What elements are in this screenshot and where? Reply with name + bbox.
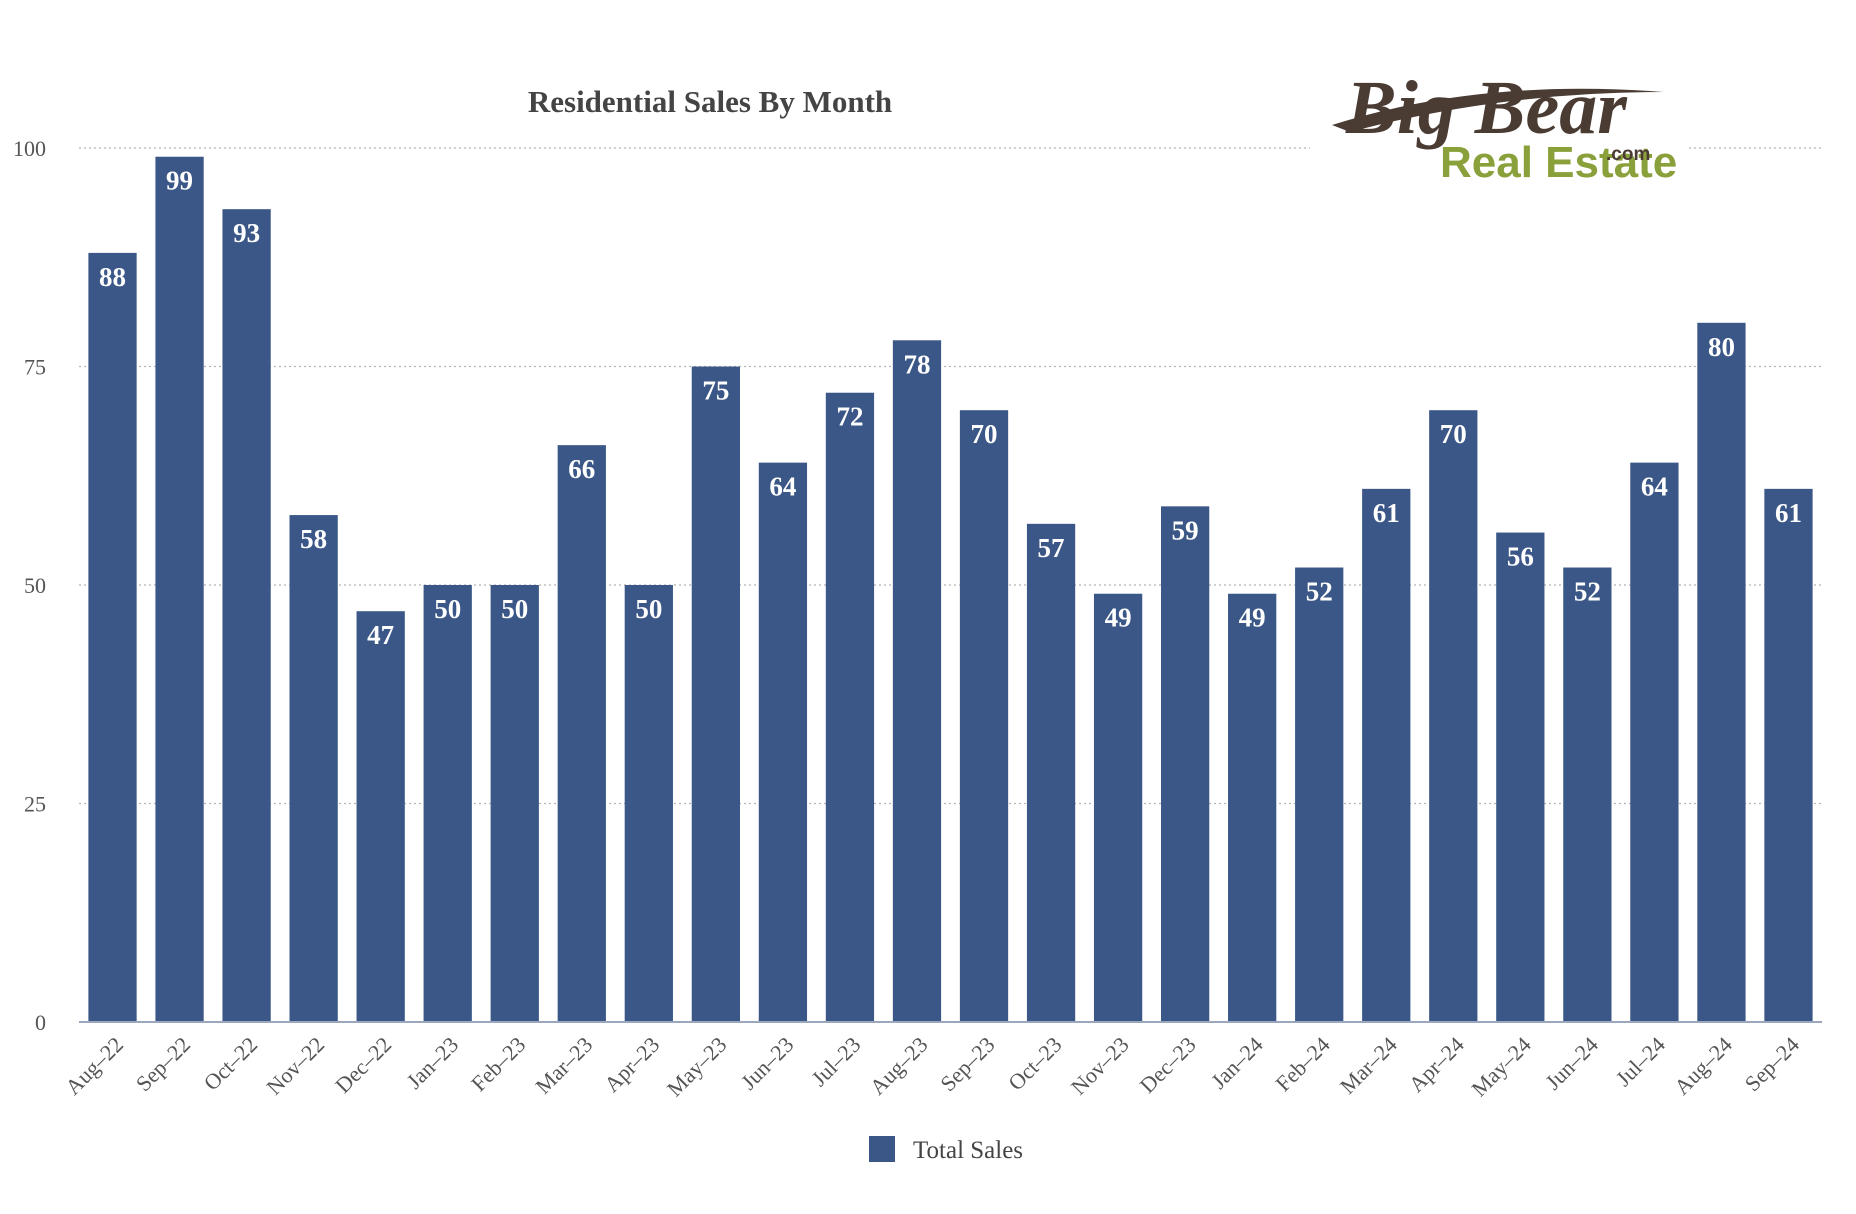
bar <box>691 366 740 1022</box>
x-tick-label: Oct–23 <box>1003 1032 1066 1095</box>
data-label: 78 <box>903 349 930 379</box>
data-label: 52 <box>1306 577 1333 607</box>
chart-title: Residential Sales By Month <box>528 84 892 119</box>
data-label: 72 <box>836 402 863 432</box>
data-label: 70 <box>971 419 998 449</box>
x-tick-label: Apr–23 <box>599 1032 664 1097</box>
bar <box>1764 488 1813 1022</box>
data-label: 49 <box>1105 603 1132 633</box>
x-tick-label: Jan–23 <box>401 1032 463 1094</box>
data-label: 80 <box>1708 332 1735 362</box>
data-label: 64 <box>769 472 796 502</box>
data-labels: 88 99 93 58 47 50 50 66 50 75 64 72 78 70 57 49 59 49 52 61… <box>99 166 1802 650</box>
data-label: 64 <box>1641 472 1668 502</box>
bar <box>1496 532 1545 1022</box>
x-tick-label: Dec–23 <box>1135 1032 1201 1098</box>
x-tick-label: Aug–22 <box>60 1032 128 1100</box>
x-axis-ticks: Aug–22 Sep–22 Oct–22 Nov–22 Dec–22 Jan–23 Feb–… <box>60 1032 1804 1102</box>
data-label: 99 <box>166 166 193 196</box>
x-tick-label: Jun–23 <box>736 1032 799 1095</box>
data-label: 70 <box>1440 419 1467 449</box>
data-label: 75 <box>702 376 729 406</box>
bar <box>758 462 808 1022</box>
bar <box>423 585 472 1022</box>
bar <box>222 209 271 1022</box>
y-tick-label: 25 <box>24 792 46 817</box>
x-tick-label: Jun–24 <box>1540 1032 1603 1095</box>
bar <box>1697 322 1746 1022</box>
bar <box>825 392 875 1023</box>
data-label: 50 <box>434 594 461 624</box>
x-tick-label: Mar–23 <box>530 1032 597 1099</box>
x-tick-label: Jan–24 <box>1206 1032 1268 1094</box>
x-tick-label: Apr–24 <box>1404 1032 1469 1097</box>
y-axis-ticks: 0 25 50 75 100 <box>13 136 46 1035</box>
x-tick-label: Nov–23 <box>1066 1032 1134 1100</box>
bar <box>1026 523 1076 1022</box>
data-label: 50 <box>635 594 662 624</box>
bar <box>1630 462 1679 1022</box>
bars <box>88 156 1813 1023</box>
x-tick-label: Aug–23 <box>865 1032 933 1100</box>
data-label: 50 <box>501 594 528 624</box>
bar <box>88 252 137 1022</box>
logo: Big Bear Real Estate .com <box>1310 66 1688 187</box>
data-label: 56 <box>1507 542 1534 572</box>
legend: Total Sales <box>869 1136 1023 1164</box>
x-tick-label: Aug–24 <box>1669 1032 1737 1100</box>
logo-text-line2: Real Estate <box>1440 138 1677 187</box>
legend-swatch <box>869 1136 895 1162</box>
bar <box>557 445 606 1022</box>
data-label: 47 <box>367 620 394 650</box>
data-label: 61 <box>1373 498 1400 528</box>
bar <box>892 340 942 1022</box>
x-tick-label: Mar–24 <box>1335 1032 1402 1099</box>
bar <box>289 515 338 1022</box>
logo-text-suffix: .com <box>1606 144 1650 165</box>
x-tick-label: Sep–24 <box>1740 1032 1804 1096</box>
x-tick-label: Jul–23 <box>806 1032 865 1091</box>
bar <box>1429 410 1478 1022</box>
x-tick-label: Feb–23 <box>466 1032 530 1096</box>
y-tick-label: 75 <box>24 355 46 380</box>
data-label: 61 <box>1775 498 1802 528</box>
bar <box>1228 593 1277 1022</box>
x-tick-label: Sep–22 <box>131 1032 195 1096</box>
y-tick-label: 100 <box>13 136 46 161</box>
bar <box>1362 488 1411 1022</box>
x-tick-label: Dec–22 <box>330 1032 396 1098</box>
logo-text-line1: Big Bear <box>1345 66 1628 150</box>
data-label: 57 <box>1038 533 1065 563</box>
bar <box>1093 593 1143 1022</box>
data-label: 88 <box>99 262 126 292</box>
data-label: 93 <box>233 218 260 248</box>
x-tick-label: Oct–22 <box>199 1032 262 1095</box>
bar <box>356 611 405 1022</box>
x-tick-label: Nov–22 <box>261 1032 329 1100</box>
logo-swoosh <box>1332 88 1664 132</box>
data-label: 49 <box>1239 603 1266 633</box>
x-tick-label: Sep–23 <box>935 1032 999 1096</box>
bar <box>155 156 204 1023</box>
data-label: 52 <box>1574 577 1601 607</box>
x-tick-label: Jul–24 <box>1611 1032 1670 1091</box>
data-label: 58 <box>300 524 327 554</box>
y-tick-label: 0 <box>35 1010 46 1035</box>
y-tick-label: 50 <box>24 573 46 598</box>
x-tick-label: Feb–24 <box>1270 1032 1334 1096</box>
bar <box>959 410 1009 1022</box>
bar <box>1161 506 1210 1023</box>
data-label: 59 <box>1172 515 1199 545</box>
legend-label: Total Sales <box>913 1137 1023 1164</box>
data-label: 66 <box>568 454 595 484</box>
bar <box>624 585 673 1022</box>
x-tick-label: May–24 <box>1466 1032 1536 1102</box>
bar <box>1295 567 1344 1022</box>
x-tick-label: May–23 <box>662 1032 732 1102</box>
bar <box>1563 567 1612 1022</box>
gridlines <box>79 147 1822 805</box>
bar <box>490 585 539 1022</box>
